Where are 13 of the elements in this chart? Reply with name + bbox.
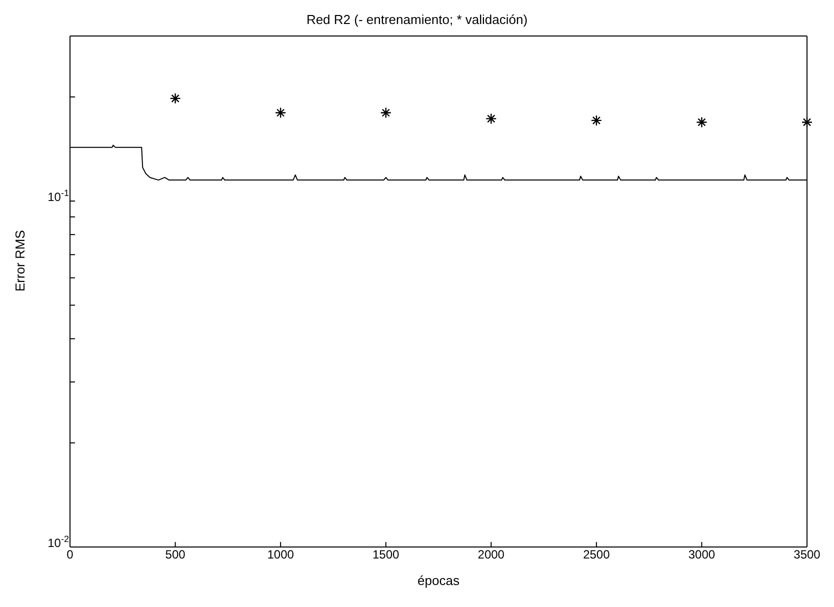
x-tick-label: 2500 (583, 548, 610, 562)
y-tick-label: 10$^{-1}$ (48, 188, 69, 204)
x-tick-label: 3000 (688, 548, 716, 562)
x-axis-title: épocas (418, 573, 460, 588)
x-tick-label: 2000 (478, 548, 505, 562)
x-tick-label: 500 (165, 548, 186, 562)
chart-title: Red R2 (- entrenamiento; * validación) (305, 12, 529, 27)
y-axis-title: Error RMS (12, 230, 28, 292)
x-tick-label: 1500 (372, 548, 400, 562)
x-tick-label: 0 (66, 548, 74, 562)
y-tick-label: 10$^{-2}$ (48, 534, 69, 550)
x-tick-label: 3500 (794, 548, 821, 562)
x-tick-label: 1000 (267, 548, 294, 562)
